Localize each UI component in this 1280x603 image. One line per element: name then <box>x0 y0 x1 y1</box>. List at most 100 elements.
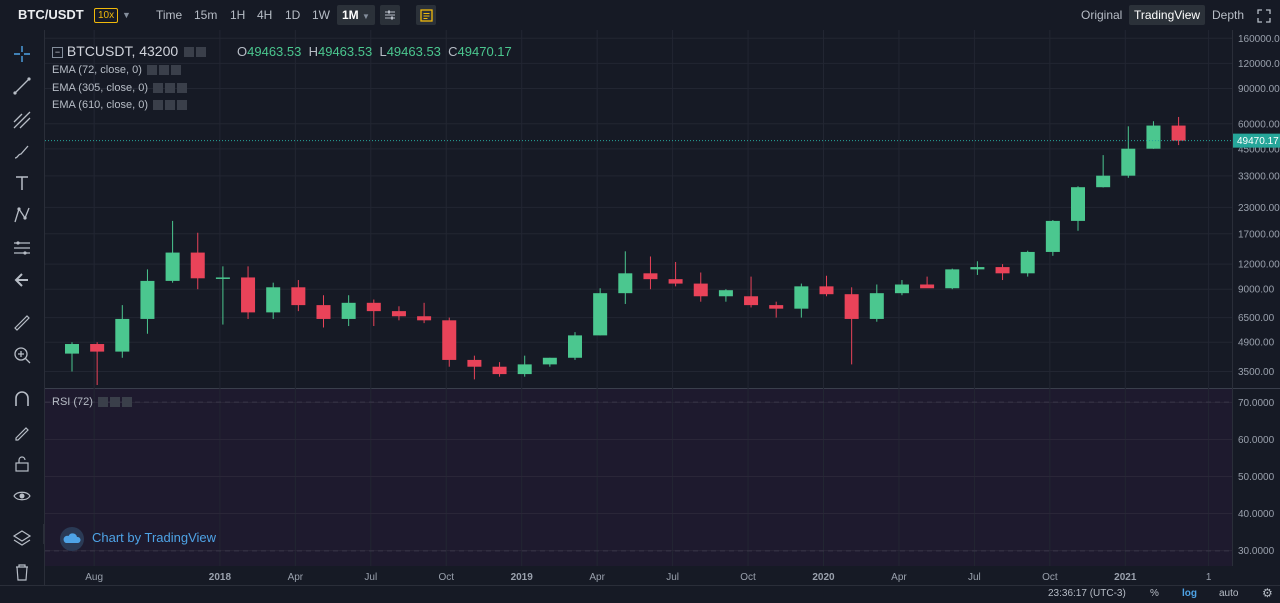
candle-body <box>920 284 935 289</box>
rsi-tick-label: 70.0000 <box>1238 398 1275 409</box>
price-tick-label: 33000.00 <box>1238 171 1280 182</box>
rsi-tick-label: 60.0000 <box>1238 435 1275 446</box>
fullscreen-icon[interactable] <box>1257 0 1271 30</box>
time-tick-label: Oct <box>1042 572 1058 583</box>
drawing-tools-sidebar <box>0 30 45 595</box>
study-remove-icon[interactable] <box>122 397 133 408</box>
collapse-legend-icon[interactable]: − <box>52 46 63 58</box>
candle-body <box>1045 220 1060 252</box>
layers-icon[interactable] <box>12 528 32 548</box>
study-hide-icon[interactable] <box>165 100 176 111</box>
candle-body <box>65 344 79 354</box>
view-original-tab[interactable]: Original <box>1081 8 1123 22</box>
candle-body <box>693 283 708 297</box>
study-settings-icon[interactable] <box>98 397 109 408</box>
chart-title: − BTCUSDT, 43200 <box>52 43 207 59</box>
trend-line-icon[interactable] <box>12 76 32 96</box>
candle-body <box>744 296 759 306</box>
legend-hide-icon[interactable] <box>196 47 207 58</box>
zoom-in-icon[interactable] <box>12 345 32 365</box>
study-settings-icon[interactable] <box>153 83 164 94</box>
pitchfork-icon[interactable] <box>12 110 32 130</box>
interval-15m[interactable]: 15m <box>194 8 218 22</box>
candle-body <box>140 280 155 319</box>
time-tick-label: Jul <box>364 572 377 583</box>
lock-icon[interactable] <box>12 454 32 474</box>
study-ema-610-label: EMA (610, close, 0) <box>52 99 148 111</box>
log-toggle[interactable]: log <box>1182 588 1197 599</box>
settings-gear-icon[interactable]: ⚙ <box>1262 586 1273 600</box>
price-tick-label: 45000.00 <box>1238 144 1280 155</box>
tradingview-watermark[interactable]: Chart by TradingView <box>60 525 216 551</box>
time-tick-label: 2021 <box>1114 572 1137 583</box>
price-tick-label: 6500.00 <box>1238 313 1275 324</box>
interval-1h[interactable]: 1H <box>230 8 246 22</box>
ruler-icon[interactable] <box>12 313 32 333</box>
symbol-label[interactable]: BTC/USDT <box>18 7 84 22</box>
price-tick-label: 23000.00 <box>1238 203 1280 214</box>
price-tick-label: 90000.00 <box>1238 84 1280 95</box>
interval-1m[interactable]: 1M ▼ <box>337 5 375 25</box>
chart-notes-icon[interactable] <box>416 5 436 25</box>
magnet-icon[interactable] <box>12 389 32 409</box>
price-tick-label: 120000.00 <box>1238 59 1280 70</box>
view-tradingview-tab[interactable]: TradingView <box>1129 5 1206 25</box>
pencil-lock-icon[interactable] <box>12 422 32 442</box>
low-value: 49463.53 <box>386 44 441 59</box>
trash-icon[interactable] <box>12 562 32 582</box>
time-tick-label: Apr <box>891 572 907 583</box>
arrow-left-icon[interactable] <box>12 270 32 290</box>
candle-body <box>618 273 633 294</box>
ohlc-values: O49463.53 H49463.53 L49463.53 C49470.17 <box>237 44 512 59</box>
study-remove-icon[interactable] <box>170 65 181 76</box>
eye-icon[interactable] <box>12 486 32 506</box>
candle-body <box>442 320 457 360</box>
leverage-badge[interactable]: 10x <box>94 8 119 23</box>
candle-body <box>1096 175 1111 188</box>
text-tool-icon[interactable] <box>12 173 32 193</box>
pattern-icon[interactable] <box>12 205 32 225</box>
interval-time[interactable]: Time <box>156 8 183 22</box>
interval-1w[interactable]: 1W <box>312 8 330 22</box>
candle-body <box>718 290 733 297</box>
interval-1d[interactable]: 1D <box>285 8 301 22</box>
study-remove-icon[interactable] <box>177 100 188 111</box>
sliders-icon <box>385 10 395 20</box>
watermark-label: Chart by TradingView <box>92 530 217 545</box>
study-rsi-label: RSI (72) <box>52 396 93 408</box>
status-bar: 23:36:17 (UTC-3) % log auto ⚙ <box>0 585 1280 603</box>
brush-icon[interactable] <box>12 142 32 162</box>
price-tick-label: 3500.00 <box>1238 367 1275 378</box>
candle-body <box>1121 148 1136 176</box>
candle-body <box>165 252 180 281</box>
candle-body <box>467 359 482 367</box>
candle-body <box>316 305 331 319</box>
auto-toggle[interactable]: auto <box>1219 588 1239 599</box>
price-tick-label: 4900.00 <box>1238 338 1275 349</box>
study-hide-icon[interactable] <box>165 83 176 94</box>
study-remove-icon[interactable] <box>177 83 188 94</box>
rsi-tick-label: 30.0000 <box>1238 546 1275 557</box>
crosshair-icon[interactable] <box>12 44 32 64</box>
leverage-caret-icon[interactable]: ▼ <box>122 10 131 20</box>
percent-toggle[interactable]: % <box>1150 588 1159 599</box>
prediction-icon[interactable] <box>12 238 32 258</box>
time-tick-label: Jul <box>666 572 679 583</box>
candle-body <box>291 287 306 306</box>
interval-4h[interactable]: 4H <box>257 8 273 22</box>
candle-body <box>115 318 130 352</box>
candle-body <box>1146 125 1161 149</box>
study-settings-icon[interactable] <box>153 100 164 111</box>
legend-settings-icon[interactable] <box>184 47 195 58</box>
price-tick-label: 60000.00 <box>1238 119 1280 130</box>
candle-body <box>391 311 406 317</box>
candle-body <box>568 335 582 358</box>
indicator-settings-icon[interactable] <box>380 5 400 25</box>
study-hide-icon[interactable] <box>158 65 169 76</box>
study-ema-610: EMA (610, close, 0) <box>52 99 188 111</box>
candle-body <box>190 252 205 279</box>
study-hide-icon[interactable] <box>110 397 121 408</box>
view-depth-tab[interactable]: Depth <box>1212 8 1245 22</box>
study-settings-icon[interactable] <box>146 65 157 76</box>
